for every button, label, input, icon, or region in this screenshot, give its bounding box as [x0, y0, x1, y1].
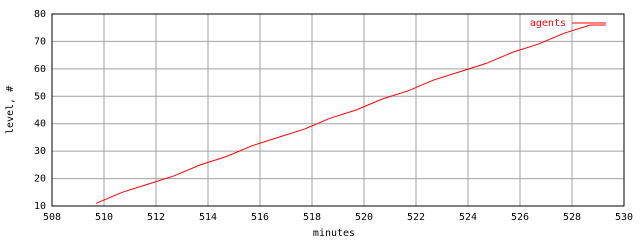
y-tick-label: 20 — [34, 174, 46, 185]
data-line — [96, 24, 606, 204]
x-tick-label: 520 — [355, 212, 373, 223]
x-axis-label: minutes — [313, 228, 355, 239]
x-tick-label: 528 — [563, 212, 581, 223]
legend-label: agents — [530, 18, 566, 29]
y-tick-label: 60 — [34, 64, 46, 75]
plot-frame — [51, 13, 625, 207]
x-tick-label: 514 — [199, 212, 217, 223]
x-tick-label: 516 — [251, 212, 269, 223]
y-tick-label: 50 — [34, 91, 46, 102]
x-tick-label: 526 — [511, 212, 529, 223]
y-tick-label: 40 — [34, 119, 46, 130]
y-tick-label: 80 — [34, 9, 46, 20]
x-tick-label: 530 — [615, 212, 633, 223]
y-tick-label: 70 — [34, 36, 46, 47]
x-tick-label: 512 — [147, 212, 165, 223]
x-tick-label: 518 — [303, 212, 321, 223]
y-axis-label: level, # — [5, 86, 16, 134]
x-tick-label: 510 — [95, 212, 113, 223]
x-tick-label: 522 — [407, 212, 425, 223]
y-tick-label: 10 — [34, 201, 46, 212]
x-tick-label: 508 — [43, 212, 61, 223]
y-tick-label: 30 — [34, 146, 46, 157]
x-tick-label: 524 — [459, 212, 477, 223]
